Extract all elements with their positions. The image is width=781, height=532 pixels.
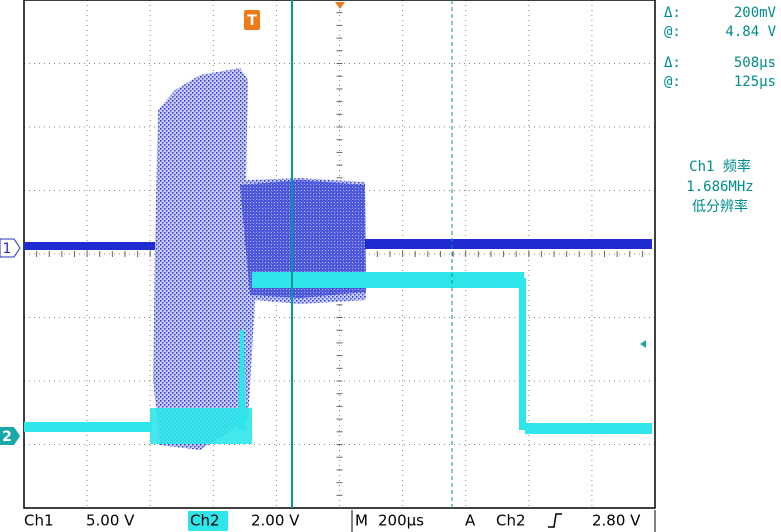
readout-label: Δ: [664,5,681,21]
trigger-label: A [465,512,476,530]
readout-label: @: [664,74,681,90]
measurement-note: 低分辨率 [692,198,748,215]
ch1-scale: 5.00 V [86,512,135,530]
trigger-marker-label: T [247,13,257,29]
trigger-marker [244,10,260,30]
readout-label: @: [664,24,681,40]
measurement-title: Ch1 频率 [689,158,751,175]
ch1-marker-label: 1 [3,241,12,257]
readout-value: 508µs [734,55,776,71]
ch2-marker-label: 2 [2,429,12,445]
trigger-level: 2.80 V [592,512,641,530]
ch2-label: Ch2 [190,512,220,530]
time-scale: 200µs [378,512,424,530]
ch2-waveform [24,272,652,444]
readout-value: 200mV [734,5,777,21]
trigger-position [335,2,345,9]
ch2-marker [0,427,20,445]
readout-label: Δ: [664,55,681,71]
graticule-border [23,0,656,509]
ch1-marker [0,238,21,258]
time-label: M [355,512,368,530]
ch1-waveform [24,68,652,450]
ch1-label: Ch1 [24,512,54,530]
ch2-label-highlight [188,511,228,531]
trigger-level-marker [640,340,646,348]
ch2-scale: 2.00 V [251,512,300,530]
measurement-value: 1.686MHz [686,179,753,195]
readout-value: 125µs [734,74,776,90]
trigger-slope-icon [548,513,562,528]
trigger-source: Ch2 [496,512,526,530]
readout-value: 4.84 V [725,24,776,40]
